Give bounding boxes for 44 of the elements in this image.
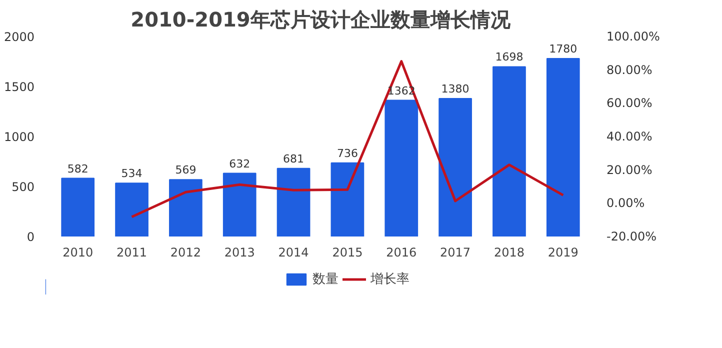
- x-tick-label: 2013: [224, 246, 255, 260]
- bar: [384, 100, 418, 236]
- data-label: 582: [67, 162, 88, 176]
- data-label: 534: [121, 167, 142, 180]
- bar: [546, 58, 580, 236]
- data-label: 736: [336, 146, 358, 160]
- bar: [438, 98, 472, 236]
- data-label: 1380: [441, 82, 470, 96]
- x-tick-label: 2011: [116, 246, 148, 260]
- legend-label: 数量: [312, 271, 338, 288]
- x-tick-label: 2018: [494, 246, 525, 260]
- y2-tick-label: -20.00%: [606, 230, 657, 244]
- data-label: 681: [283, 152, 304, 166]
- y-tick-label: 0: [26, 230, 35, 244]
- x-tick-label: 2017: [440, 246, 471, 260]
- x-tick-label: 2010: [62, 246, 94, 260]
- x-tick-label: 2012: [170, 246, 201, 260]
- y2-tick-label: 100.00%: [606, 30, 660, 44]
- data-label: 569: [175, 164, 196, 177]
- x-tick-label: 2016: [386, 246, 417, 260]
- bar: [222, 172, 256, 236]
- x-tick-label: 2015: [332, 246, 363, 260]
- y-tick-label: 1500: [4, 80, 35, 94]
- y2-tick-label: 60.00%: [606, 96, 652, 110]
- x-tick-label: 2019: [548, 246, 578, 260]
- bar: [61, 178, 95, 236]
- bar: [115, 182, 148, 236]
- data-label: 1780: [549, 42, 578, 56]
- data-label: 1698: [495, 50, 524, 64]
- y-tick-label: 1000: [4, 130, 35, 144]
- y2-tick-label: 80.00%: [606, 62, 652, 77]
- bar: [169, 179, 202, 236]
- x-tick-label: 2014: [278, 246, 309, 260]
- bar: [276, 168, 310, 236]
- bar: [492, 66, 526, 236]
- y-tick-label: 500: [12, 180, 34, 194]
- legend-label: 增长率: [370, 271, 410, 288]
- y2-tick-label: 20.00%: [606, 162, 652, 177]
- y2-tick-label: 40.00%: [606, 130, 652, 144]
- bar: [330, 162, 364, 236]
- data-label: 632: [229, 157, 250, 170]
- y2-tick-label: 0.00%: [606, 196, 645, 210]
- y-tick-label: 2000: [4, 30, 35, 44]
- chart-title: 2010-2019年芯片设计企业数量增长情况: [130, 8, 512, 32]
